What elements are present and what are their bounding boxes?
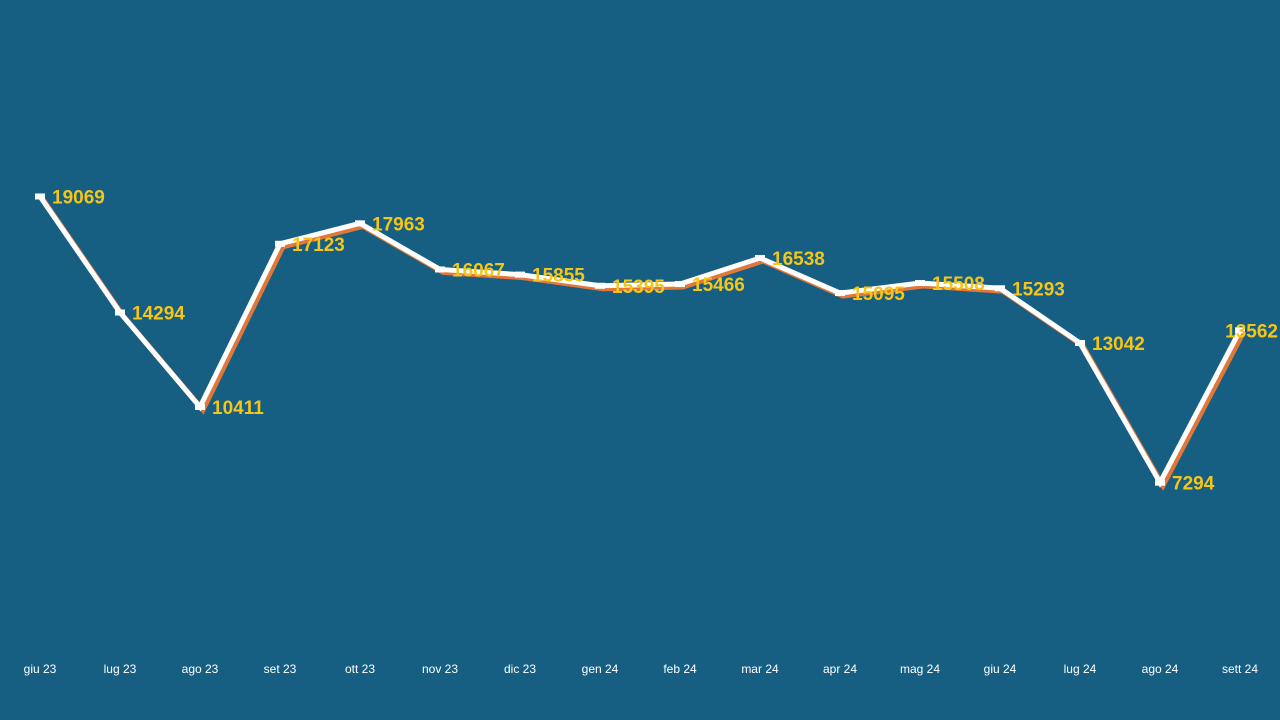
x-tick-label: ott 23 — [345, 662, 375, 676]
data-point — [995, 285, 1005, 292]
data-label: 13042 — [1092, 334, 1145, 355]
data-point — [675, 281, 685, 288]
data-label: 15466 — [692, 275, 745, 296]
data-label: 15855 — [532, 266, 585, 287]
x-tick-label: lug 24 — [1064, 662, 1097, 676]
x-axis-labels: giu 23 lug 23 ago 23 set 23 ott 23 nov 23 dic … — [24, 662, 1259, 676]
data-label: 10411 — [212, 398, 264, 419]
x-tick-label: lug 23 — [104, 662, 137, 676]
x-tick-label: giu 24 — [984, 662, 1017, 676]
data-point — [1075, 339, 1085, 346]
series-line — [37, 195, 1243, 488]
data-point — [835, 290, 845, 297]
data-point — [35, 193, 45, 200]
x-tick-label: feb 24 — [663, 662, 697, 676]
data-label: 16538 — [772, 249, 825, 270]
x-tick-label: sett 24 — [1222, 662, 1258, 676]
data-point — [915, 280, 925, 287]
data-label: 7294 — [1172, 474, 1215, 495]
data-point — [1155, 479, 1165, 486]
data-label: 17963 — [372, 214, 425, 235]
data-label: 15293 — [1012, 279, 1065, 300]
data-label: 19069 — [52, 187, 105, 208]
data-label: 15508 — [932, 274, 985, 295]
data-label: 13562 — [1225, 321, 1278, 342]
x-tick-label: ago 24 — [1142, 662, 1179, 676]
x-tick-label: apr 24 — [823, 662, 857, 676]
data-point — [355, 220, 365, 227]
data-label: 15095 — [852, 284, 905, 305]
x-tick-label: ago 23 — [182, 662, 219, 676]
data-label: 15395 — [612, 277, 665, 298]
data-point — [275, 240, 285, 247]
series-line-group — [35, 193, 1246, 491]
x-tick-label: dic 23 — [504, 662, 536, 676]
data-point — [1235, 327, 1245, 334]
x-tick-label: gen 24 — [582, 662, 619, 676]
series-line-shadow — [40, 198, 1246, 491]
data-point — [195, 403, 205, 410]
data-point — [755, 254, 765, 261]
data-label: 16067 — [452, 260, 505, 281]
x-tick-label: set 23 — [264, 662, 297, 676]
data-label: 17123 — [292, 235, 345, 256]
data-point — [595, 282, 605, 289]
data-point — [515, 271, 525, 278]
x-tick-label: nov 23 — [422, 662, 458, 676]
data-labels-group: 19069 14294 10411 17123 17963 16067 15855 15395… — [52, 187, 1278, 494]
data-label: 14294 — [132, 304, 185, 325]
data-point — [435, 266, 445, 273]
x-tick-label: mar 24 — [741, 662, 779, 676]
data-point — [115, 309, 125, 316]
x-tick-label: giu 23 — [24, 662, 57, 676]
x-tick-label: mag 24 — [900, 662, 940, 676]
